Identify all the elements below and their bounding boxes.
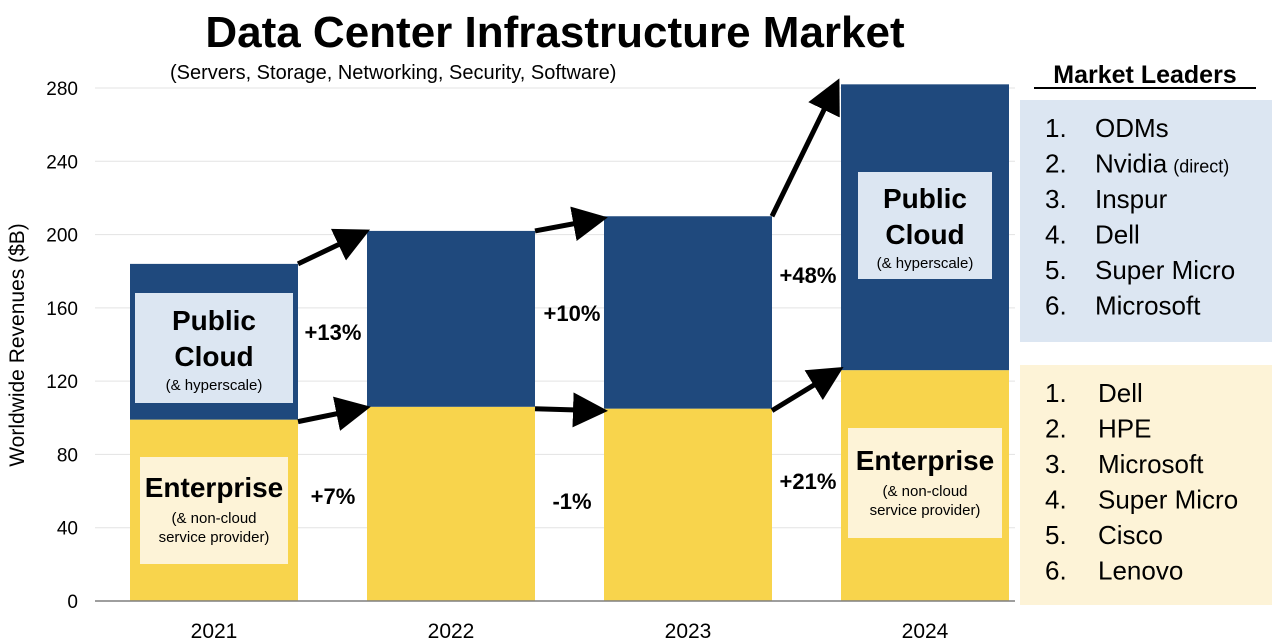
cloud-leader-rank: 1. <box>1045 113 1067 143</box>
enterprise-leaders-list: 1. Dell 2. HPE 3. Microsoft 4. Super Micro 5. Cis… <box>1045 378 1238 586</box>
cloud-leader-name: Dell <box>1095 220 1140 250</box>
cloud-leader-name: ODMs <box>1095 113 1169 143</box>
growth-label-enterprise: -1% <box>552 489 591 514</box>
cloud-leader-name-text: Microsoft <box>1095 291 1201 321</box>
segment-labels: Public Cloud (& hyperscale) Enterprise (& no… <box>135 172 1002 564</box>
cloud-leader-rank: 2. <box>1045 149 1067 179</box>
cloud-leader-name-text: Nvidia <box>1095 149 1168 179</box>
growth-label-cloud: +48% <box>780 263 837 288</box>
growth-label-enterprise: +21% <box>780 469 837 494</box>
growth-labels: +13% +10% +48% +7% -1% +21% <box>305 263 837 514</box>
cloud-leader-rank: 5. <box>1045 255 1067 285</box>
cloud-leader-name-text: ODMs <box>1095 113 1169 143</box>
enterprise-leader-name: Lenovo <box>1098 556 1183 586</box>
enterprise-leader-name: Cisco <box>1098 520 1163 550</box>
enterprise-label: Enterprise <box>856 445 995 476</box>
y-tick-label: 120 <box>46 372 78 393</box>
cloud-leader-rank: 3. <box>1045 184 1067 214</box>
x-tick-label: 2024 <box>902 620 949 641</box>
enterprise-leader-rank: 3. <box>1045 449 1067 479</box>
enterprise-leader-rank: 1. <box>1045 378 1067 408</box>
cloud-leader-note: (direct) <box>1173 157 1229 177</box>
y-tick-label: 40 <box>57 519 78 540</box>
growth-label-enterprise: +7% <box>311 484 356 509</box>
cloud-leader-name: Inspur <box>1095 184 1168 214</box>
bar-enterprise-2023 <box>604 408 772 601</box>
cloud-leader-name: Nvidia (direct) <box>1095 149 1229 179</box>
arrow-enterprise-growth <box>770 366 844 413</box>
y-tick-label: 200 <box>46 226 78 247</box>
arrow-cloud-growth <box>769 78 840 218</box>
arrow-enterprise-growth <box>297 396 371 431</box>
bar-enterprise-2022 <box>367 406 535 601</box>
enterprise-sublabel: service provider) <box>870 502 981 519</box>
bar-public-cloud-2023 <box>604 216 772 409</box>
y-axis-ticks: 0 40 80 120 160 200 240 280 <box>46 79 78 613</box>
enterprise-leaders-panel <box>1020 365 1272 605</box>
enterprise-sublabel: (& non-cloud <box>171 510 256 527</box>
growth-arrows <box>296 78 844 431</box>
enterprise-label-box <box>848 428 1002 538</box>
public-cloud-sublabel: (& hyperscale) <box>166 377 263 394</box>
chart-subtitle: (Servers, Storage, Networking, Security,… <box>170 62 616 84</box>
cloud-leaders-list: 1. ODMs 2. Nvidia (direct) 3. Inspur 4. Dell 5. Su… <box>1045 113 1235 321</box>
y-axis-label: Worldwide Revenues ($B) <box>6 223 29 467</box>
cloud-leaders-panel <box>1020 100 1272 342</box>
public-cloud-sublabel: (& hyperscale) <box>877 255 974 272</box>
arrow-cloud-growth <box>534 206 608 242</box>
public-cloud-label: Cloud <box>174 341 253 372</box>
y-tick-label: 240 <box>46 152 78 173</box>
x-tick-label: 2021 <box>191 620 238 641</box>
enterprise-leader-name: Dell <box>1098 378 1143 408</box>
growth-label-cloud: +13% <box>305 320 362 345</box>
enterprise-label-box <box>140 457 288 564</box>
public-cloud-label: Public <box>883 183 967 214</box>
enterprise-leader-rank: 2. <box>1045 414 1067 444</box>
y-tick-label: 0 <box>67 592 78 613</box>
public-cloud-label: Public <box>172 305 256 336</box>
cloud-leader-rank: 6. <box>1045 291 1067 321</box>
cloud-leader-name: Super Micro <box>1095 255 1235 285</box>
x-axis-ticks: 2021 2022 2023 2024 <box>191 620 949 641</box>
enterprise-leader-rank: 5. <box>1045 520 1067 550</box>
enterprise-leader-name: HPE <box>1098 414 1151 444</box>
x-tick-label: 2022 <box>428 620 475 641</box>
enterprise-leader-name: Microsoft <box>1098 449 1204 479</box>
cloud-leader-rank: 4. <box>1045 220 1067 250</box>
market-leaders-heading: Market Leaders <box>1053 61 1236 89</box>
cloud-leader-name-text: Inspur <box>1095 184 1168 214</box>
growth-label-cloud: +10% <box>544 301 601 326</box>
enterprise-sublabel: (& non-cloud <box>882 483 967 500</box>
arrow-enterprise-growth <box>534 392 608 428</box>
enterprise-leader-rank: 4. <box>1045 485 1067 515</box>
chart-title: Data Center Infrastructure Market <box>205 8 905 57</box>
y-tick-label: 80 <box>57 445 78 466</box>
public-cloud-label-box <box>135 293 293 403</box>
enterprise-leader-name: Super Micro <box>1098 485 1238 515</box>
public-cloud-label-box <box>858 172 992 279</box>
arrow-cloud-growth <box>296 228 371 267</box>
y-tick-label: 280 <box>46 79 78 100</box>
x-tick-label: 2023 <box>665 620 712 641</box>
enterprise-leader-rank: 6. <box>1045 556 1067 586</box>
enterprise-label: Enterprise <box>145 472 284 503</box>
enterprise-sublabel: service provider) <box>159 529 270 546</box>
bar-public-cloud-2022 <box>367 230 535 407</box>
cloud-leader-name: Microsoft <box>1095 291 1201 321</box>
y-tick-label: 160 <box>46 299 78 320</box>
cloud-leader-name-text: Super Micro <box>1095 255 1235 285</box>
public-cloud-label: Cloud <box>885 219 964 250</box>
cloud-leader-name-text: Dell <box>1095 220 1140 250</box>
